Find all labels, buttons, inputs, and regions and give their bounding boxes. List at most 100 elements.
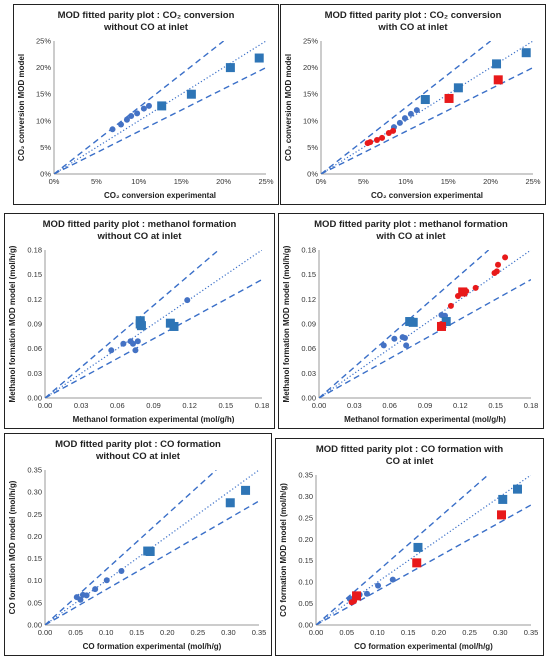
data-point: [367, 139, 374, 146]
x-tick-label: 0.15: [401, 628, 416, 637]
data-point: [109, 126, 116, 133]
y-tick-label: 0.12: [27, 295, 42, 304]
x-axis-label: CO formation experimental (mol/h/g): [83, 642, 222, 651]
y-tick-label: 20%: [36, 63, 51, 72]
x-tick-label: 0.20: [160, 628, 175, 637]
x-tick-label: 0.00: [312, 401, 327, 410]
data-point: [117, 121, 124, 128]
data-point: [512, 484, 522, 494]
y-tick-label: 20%: [303, 63, 318, 72]
data-point: [493, 75, 503, 85]
data-point: [396, 119, 403, 126]
data-point: [241, 485, 251, 495]
y-tick-label: 0.09: [27, 320, 42, 329]
data-point: [118, 567, 125, 574]
parity-line: [319, 250, 531, 398]
tolerance-line: [321, 41, 492, 174]
chart-plot: 0%0% 5% 5% 10% 10% 15% 15% 20% 20% 25% 25% CO₂ conv…: [284, 37, 541, 201]
data-point: [493, 268, 500, 275]
data-point: [352, 591, 362, 601]
x-tick-label: 0.03: [74, 401, 89, 410]
chart-panel-co-with-co: MOD fitted parity plot : CO formation wi…: [275, 438, 544, 656]
parity-line: [45, 250, 262, 398]
data-point: [380, 342, 387, 349]
y-tick-label: 0.06: [27, 344, 42, 353]
data-point: [103, 577, 110, 584]
data-point: [458, 287, 468, 297]
data-point: [495, 261, 502, 268]
y-tick-label: 0.30: [27, 488, 42, 497]
x-axis-label: CO formation experimental (mol/h/g): [354, 642, 493, 651]
chart-panel-co2-without-co: MOD fitted parity plot : CO₂ conversion …: [13, 4, 279, 205]
x-tick-label: 0.05: [339, 628, 354, 637]
y-tick-label: 0.03: [301, 369, 316, 378]
x-tick-label: 5%: [91, 177, 102, 186]
chart-panel-co2-with-co: MOD fitted parity plot : CO₂ conversion …: [280, 4, 546, 205]
data-point: [134, 110, 141, 117]
y-tick-label: 0.15: [27, 554, 42, 563]
y-axis-label: Methanol formation MOD model (mol/h/g): [8, 245, 17, 402]
x-axis-label: Methanol formation experimental (mol/g/h…: [344, 415, 506, 424]
x-tick-label: 0.12: [182, 401, 197, 410]
tolerance-line: [319, 278, 531, 398]
chart-title: MOD fitted parity plot : methanol format…: [42, 219, 237, 242]
data-point: [436, 321, 446, 331]
x-tick-label: 0.25: [462, 628, 477, 637]
x-tick-label: 0.00: [309, 628, 324, 637]
data-point: [403, 342, 410, 349]
data-point: [497, 510, 507, 520]
data-point: [420, 95, 430, 105]
x-tick-label: 0%: [316, 177, 327, 186]
x-tick-label: 5%: [358, 177, 369, 186]
data-point: [441, 317, 451, 327]
chart-plot: 0.000.00 0.03 0.03 0.06 0.06 0.09 0.09 0.12 0.12…: [8, 245, 270, 424]
x-tick-label: 0.06: [382, 401, 397, 410]
x-tick-label: 0.06: [110, 401, 125, 410]
data-point: [145, 546, 155, 556]
data-point: [108, 347, 115, 354]
data-point: [128, 113, 135, 120]
y-tick-label: 0.09: [301, 320, 316, 329]
chart-plot: 0.000.00 0.03 0.03 0.06 0.06 0.09 0.09 0.12 0.12…: [282, 245, 538, 424]
y-tick-label: 0.03: [27, 369, 42, 378]
y-tick-label: 5%: [307, 143, 318, 152]
data-point: [77, 596, 84, 603]
x-tick-label: 0.25: [191, 628, 206, 637]
y-tick-label: 0.15: [27, 270, 42, 279]
chart-title: MOD fitted parity plot : CO formation wi…: [315, 444, 504, 467]
chart-panel-co-without-co: MOD fitted parity plot : CO formation wi…: [4, 433, 272, 656]
x-tick-label: 15%: [441, 177, 456, 186]
y-axis-label: CO₂ conversion MOD model: [284, 54, 293, 161]
y-tick-label: 0.25: [27, 510, 42, 519]
data-point: [254, 53, 264, 63]
y-tick-label: 10%: [303, 116, 318, 125]
tolerance-line: [45, 500, 259, 625]
data-point: [401, 115, 408, 122]
x-tick-label: 0.35: [252, 628, 267, 637]
x-tick-label: 15%: [174, 177, 189, 186]
chart-title: MOD fitted parity plot : CO₂ conversion …: [324, 10, 502, 33]
y-tick-label: 0.00: [298, 621, 313, 630]
data-point: [184, 297, 191, 304]
x-tick-label: 0.18: [255, 401, 270, 410]
tolerance-line: [319, 250, 490, 398]
data-point: [157, 101, 167, 111]
chart-plot: 0%0% 5% 5% 10% 10% 15% 15% 20% 20% 25% 25% CO₂ conv…: [17, 37, 274, 201]
x-tick-label: 0.05: [68, 628, 83, 637]
y-axis-label: Methanol formation MOD model (mol/h/g): [282, 245, 291, 402]
x-tick-label: 10%: [131, 177, 146, 186]
x-tick-label: 10%: [398, 177, 413, 186]
x-tick-label: 0.09: [418, 401, 433, 410]
data-point: [375, 582, 382, 589]
x-tick-label: 20%: [216, 177, 231, 186]
chart-panel-methanol-with-co: MOD fitted parity plot : methanol format…: [278, 213, 544, 429]
data-point: [120, 340, 127, 347]
y-axis-label: CO₂ conversion MOD model: [17, 54, 26, 161]
data-point: [413, 107, 420, 114]
data-point: [401, 334, 408, 341]
chart-panel-methanol-without-co: MOD fitted parity plot : methanol format…: [4, 213, 275, 429]
data-point: [225, 498, 235, 508]
y-tick-label: 0.35: [27, 466, 42, 475]
x-tick-label: 0.10: [99, 628, 114, 637]
data-point: [123, 116, 130, 123]
